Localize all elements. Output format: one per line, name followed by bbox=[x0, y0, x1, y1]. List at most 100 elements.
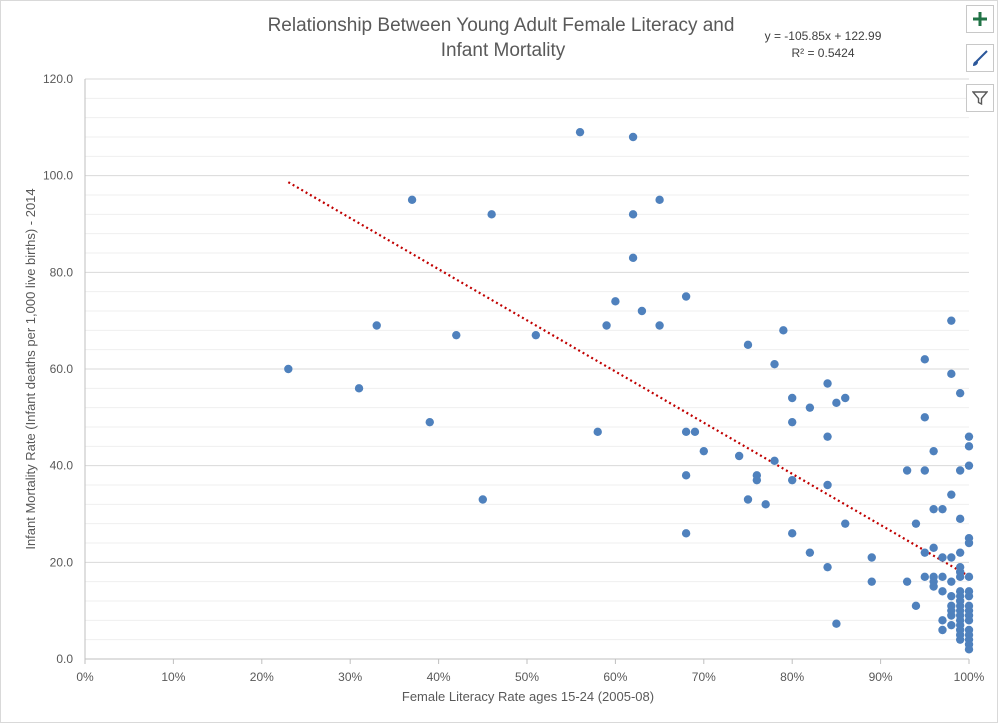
data-point bbox=[743, 340, 753, 350]
data-point bbox=[867, 577, 876, 586]
data-point bbox=[628, 210, 638, 219]
data-point bbox=[734, 451, 744, 461]
y-tick-label: 20.0 bbox=[50, 555, 74, 569]
data-point bbox=[788, 417, 797, 427]
chart-title-line-1: Relationship Between Young Adult Female … bbox=[268, 15, 735, 36]
data-point bbox=[770, 359, 779, 369]
data-point bbox=[611, 297, 620, 306]
data-point bbox=[832, 619, 841, 628]
data-point bbox=[478, 495, 487, 504]
x-tick-label: 40% bbox=[427, 670, 451, 684]
data-point bbox=[938, 587, 947, 596]
data-point bbox=[354, 384, 364, 393]
data-point bbox=[955, 514, 965, 524]
data-point bbox=[902, 577, 912, 586]
data-point bbox=[920, 355, 929, 364]
data-point bbox=[637, 306, 647, 316]
filter-icon bbox=[972, 91, 988, 106]
data-point bbox=[920, 466, 929, 475]
data-point bbox=[938, 625, 947, 635]
chart-filters-button[interactable] bbox=[966, 84, 994, 112]
data-point bbox=[284, 364, 293, 374]
x-tick-label: 90% bbox=[869, 670, 893, 684]
data-point bbox=[761, 500, 770, 509]
trendline-equation: y = -105.85x + 122.99 bbox=[765, 29, 882, 43]
data-point bbox=[938, 504, 947, 514]
data-point bbox=[805, 403, 815, 412]
axes: 0.0 20.0 40.0 60.0 80.0 100.0 120.0 0% 10% 20% 30%… bbox=[43, 72, 985, 684]
x-axis-title: Female Literacy Rate ages 15-24 (2005-08… bbox=[402, 689, 654, 704]
data-point bbox=[681, 471, 691, 480]
data-point bbox=[752, 475, 762, 485]
data-point bbox=[964, 572, 974, 582]
data-point bbox=[964, 645, 974, 654]
trendline bbox=[287, 181, 970, 578]
data-point bbox=[867, 553, 876, 562]
chart-title-line-2: Infant Mortality bbox=[441, 40, 566, 61]
data-point bbox=[832, 398, 841, 408]
data-point bbox=[947, 620, 956, 630]
data-point bbox=[964, 432, 974, 441]
data-point bbox=[628, 132, 638, 142]
data-point bbox=[929, 446, 938, 456]
data-point bbox=[955, 635, 965, 644]
data-point bbox=[628, 253, 638, 263]
data-point bbox=[929, 543, 938, 553]
data-point bbox=[575, 127, 585, 137]
data-point bbox=[929, 582, 938, 591]
data-point bbox=[955, 388, 965, 398]
data-point bbox=[955, 466, 965, 475]
x-tick-label: 80% bbox=[780, 670, 804, 684]
data-point bbox=[947, 591, 956, 601]
data-point bbox=[947, 490, 956, 499]
data-point bbox=[938, 553, 947, 562]
data-point bbox=[947, 553, 956, 562]
gridlines bbox=[85, 78, 969, 660]
paintbrush-icon bbox=[973, 50, 988, 66]
chart-styles-button[interactable] bbox=[966, 44, 994, 72]
data-point bbox=[531, 330, 541, 340]
data-point bbox=[823, 379, 832, 388]
y-axis-title: Infant Mortality Rate (Infant deaths per… bbox=[23, 188, 38, 549]
data-point bbox=[743, 495, 753, 504]
data-point bbox=[372, 321, 381, 330]
data-point bbox=[425, 417, 434, 427]
data-point bbox=[938, 616, 947, 625]
data-point bbox=[964, 616, 974, 625]
data-points bbox=[284, 127, 974, 654]
x-tick-label: 0% bbox=[76, 670, 94, 684]
data-point bbox=[805, 548, 815, 557]
plus-icon bbox=[973, 12, 987, 26]
x-tick-label: 100% bbox=[954, 670, 985, 684]
data-point bbox=[788, 393, 797, 403]
data-point bbox=[681, 427, 691, 437]
data-point bbox=[779, 326, 788, 335]
data-point bbox=[602, 321, 611, 330]
data-point bbox=[823, 432, 832, 441]
data-point bbox=[407, 195, 417, 205]
data-point bbox=[920, 413, 929, 422]
data-point bbox=[593, 427, 602, 437]
y-tick-label: 60.0 bbox=[50, 362, 74, 376]
data-point bbox=[902, 466, 912, 475]
y-tick-label: 100.0 bbox=[43, 169, 73, 183]
data-point bbox=[841, 519, 850, 528]
data-point bbox=[964, 442, 974, 451]
data-point bbox=[947, 577, 956, 586]
data-point bbox=[655, 195, 664, 205]
data-point bbox=[947, 611, 956, 620]
data-point bbox=[699, 446, 708, 456]
x-tick-label: 30% bbox=[338, 670, 362, 684]
data-point bbox=[947, 316, 956, 325]
data-point bbox=[770, 456, 779, 466]
data-point bbox=[964, 538, 974, 548]
data-point bbox=[690, 427, 700, 437]
data-point bbox=[929, 504, 938, 514]
y-tick-label: 80.0 bbox=[50, 265, 74, 279]
data-point bbox=[681, 292, 691, 301]
x-tick-label: 20% bbox=[250, 670, 274, 684]
trendline-layer bbox=[287, 181, 970, 578]
chart-elements-button[interactable] bbox=[966, 5, 994, 33]
data-point bbox=[920, 548, 929, 557]
